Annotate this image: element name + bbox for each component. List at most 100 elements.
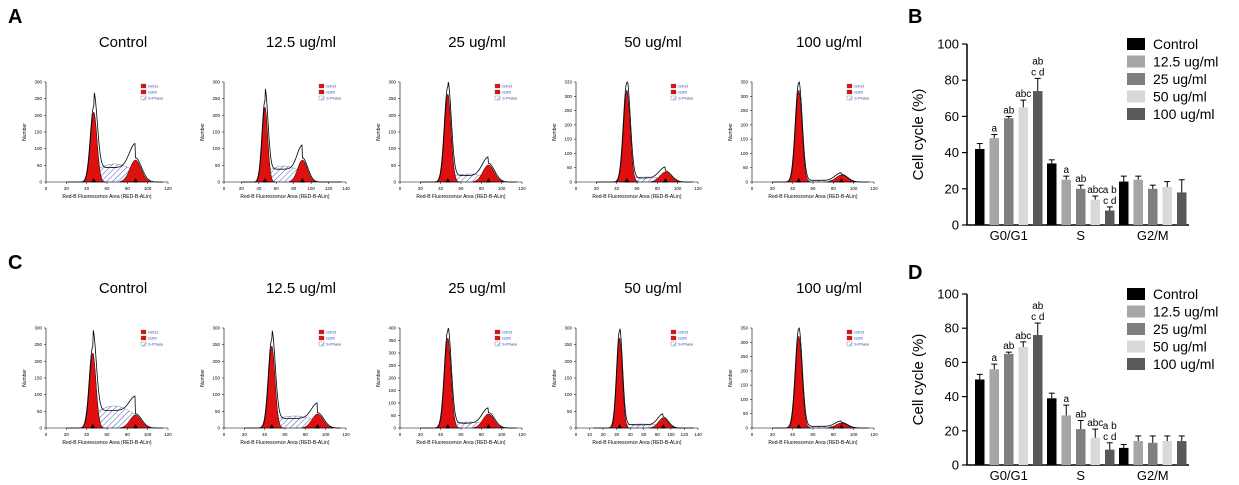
significance-label: c d <box>1031 67 1044 78</box>
y-tick-label: 0 <box>952 218 959 233</box>
x-tick-label: 20 <box>64 186 70 191</box>
histogram-title: 100 ug/ml <box>796 280 862 297</box>
legend-label: G2M <box>326 336 335 341</box>
x-tick-label: 60 <box>104 432 110 437</box>
x-tick-label: 60 <box>104 186 110 191</box>
x-tick-label: 40 <box>614 186 620 191</box>
legend-label: G0G1 <box>678 84 689 89</box>
y-tick-label: 0 <box>745 180 748 185</box>
x-tick-label: 0 <box>575 432 578 437</box>
y-tick-label: 100 <box>740 151 748 156</box>
y-tick-label: 50 <box>391 163 397 168</box>
s-phase-region <box>92 405 136 429</box>
peak-marker <box>132 178 138 183</box>
x-tick-label: 40 <box>628 432 634 437</box>
flow-histogram: 0 20 40 60 80 100 120 0 50 100 150 200 250 300 Red-B F… <box>22 326 172 447</box>
legend-label: S-Phase <box>502 342 518 347</box>
y-tick-label: 0 <box>952 458 959 473</box>
legend-swatch <box>846 341 853 347</box>
legend-label: G2M <box>502 336 511 341</box>
bar <box>1047 163 1057 225</box>
histogram-title: 100 ug/ml <box>796 34 862 51</box>
legend-swatch <box>1127 90 1145 103</box>
y-tick-label: 350 <box>388 338 396 343</box>
y-tick-label: 300 <box>740 94 748 99</box>
legend-swatch <box>846 335 853 341</box>
x-tick-label: 0 <box>751 432 754 437</box>
bar <box>989 138 999 225</box>
x-tick-label: 120 <box>164 186 172 191</box>
significance-label: a b <box>1103 185 1117 196</box>
panel-letter-b: B <box>908 6 923 28</box>
g2m-peak <box>472 413 504 429</box>
x-tick-label: 20 <box>64 432 70 437</box>
legend-label: S-Phase <box>148 342 164 347</box>
bar <box>1162 186 1172 225</box>
flow-histogram: 0 20 40 60 80 100 120 0 50 100 150 200 250 300 Red-B F… <box>22 80 172 201</box>
x-tick-label: 40 <box>790 432 796 437</box>
significance-label: ab <box>1075 410 1087 421</box>
legend-swatch <box>846 95 853 101</box>
x-tick-label: 40 <box>84 432 90 437</box>
x-tick-label: 80 <box>479 186 485 191</box>
legend-label: S-Phase <box>148 96 164 101</box>
legend-label: G0G1 <box>678 330 689 335</box>
x-tick-label: 100 <box>144 186 152 191</box>
x-tick-label: 80 <box>479 432 485 437</box>
y-tick-label: 20 <box>945 181 959 196</box>
y-tick-label: 250 <box>564 342 572 347</box>
legend-label: G0G1 <box>148 84 159 89</box>
x-tick-label: 0 <box>399 432 402 437</box>
bar <box>1090 199 1100 225</box>
x-tick-label: 100 <box>144 432 152 437</box>
x-tick-label: 60 <box>641 432 647 437</box>
y-axis-label: Cell cycle (%) <box>910 89 927 181</box>
peak-marker <box>90 424 96 429</box>
x-tick-label: 0 <box>399 186 402 191</box>
y-tick-label: 80 <box>945 321 959 336</box>
flow-histogram: 0 20 40 60 80 100 120 0 50 100 150 200 250 300 333 Red-… <box>552 80 702 201</box>
legend-swatch <box>318 89 325 95</box>
legend-swatch <box>494 341 501 347</box>
x-tick-label: 20 <box>242 432 248 437</box>
bar <box>1133 179 1143 225</box>
x-tick-label: 60 <box>274 186 280 191</box>
panel-letter-d: D <box>908 262 923 284</box>
y-tick-label: 100 <box>34 392 42 397</box>
x-tick-label: 30 <box>614 432 620 437</box>
legend-label: G2M <box>678 90 687 95</box>
x-tick-label: 100 <box>498 186 506 191</box>
peak-marker <box>838 178 844 183</box>
peak-marker <box>262 178 268 183</box>
peak-marker <box>617 424 623 429</box>
legend-label: 100 ug/ml <box>1153 106 1214 122</box>
peak-marker <box>132 424 138 429</box>
g2m-peak <box>119 414 151 429</box>
y-tick-label: 350 <box>740 80 748 85</box>
y-tick-label: 250 <box>740 354 748 359</box>
legend-swatch <box>1127 108 1145 120</box>
legend-label: G2M <box>854 90 863 95</box>
x-tick-label: 100 <box>322 432 330 437</box>
y-tick-label: 0 <box>217 180 220 185</box>
significance-label: abc <box>1015 331 1031 342</box>
y-tick-label: 150 <box>388 130 396 135</box>
x-tick-label: 40 <box>256 186 262 191</box>
g0g1-peak <box>81 111 107 183</box>
x-axis-label: Red-B Fluorescence Area (RED-B-ALin) <box>240 194 330 200</box>
y-tick-label: 200 <box>34 359 42 364</box>
x-tick-label: 20 <box>418 186 424 191</box>
y-tick-label: 300 <box>564 94 572 99</box>
y-tick-label: 0 <box>217 426 220 431</box>
category-label: G2/M <box>1137 468 1169 483</box>
legend-swatch <box>846 89 853 95</box>
y-tick-label: 0 <box>569 180 572 185</box>
histogram-title: 12.5 ug/ml <box>265 34 337 51</box>
x-tick-label: 20 <box>601 432 607 437</box>
histogram-title: Control <box>98 280 148 297</box>
x-tick-label: 10 <box>587 432 593 437</box>
x-tick-label: 60 <box>634 186 640 191</box>
legend-swatch <box>1127 323 1145 335</box>
legend-label: 25 ug/ml <box>1153 71 1207 87</box>
g0g1-peak <box>614 89 640 183</box>
